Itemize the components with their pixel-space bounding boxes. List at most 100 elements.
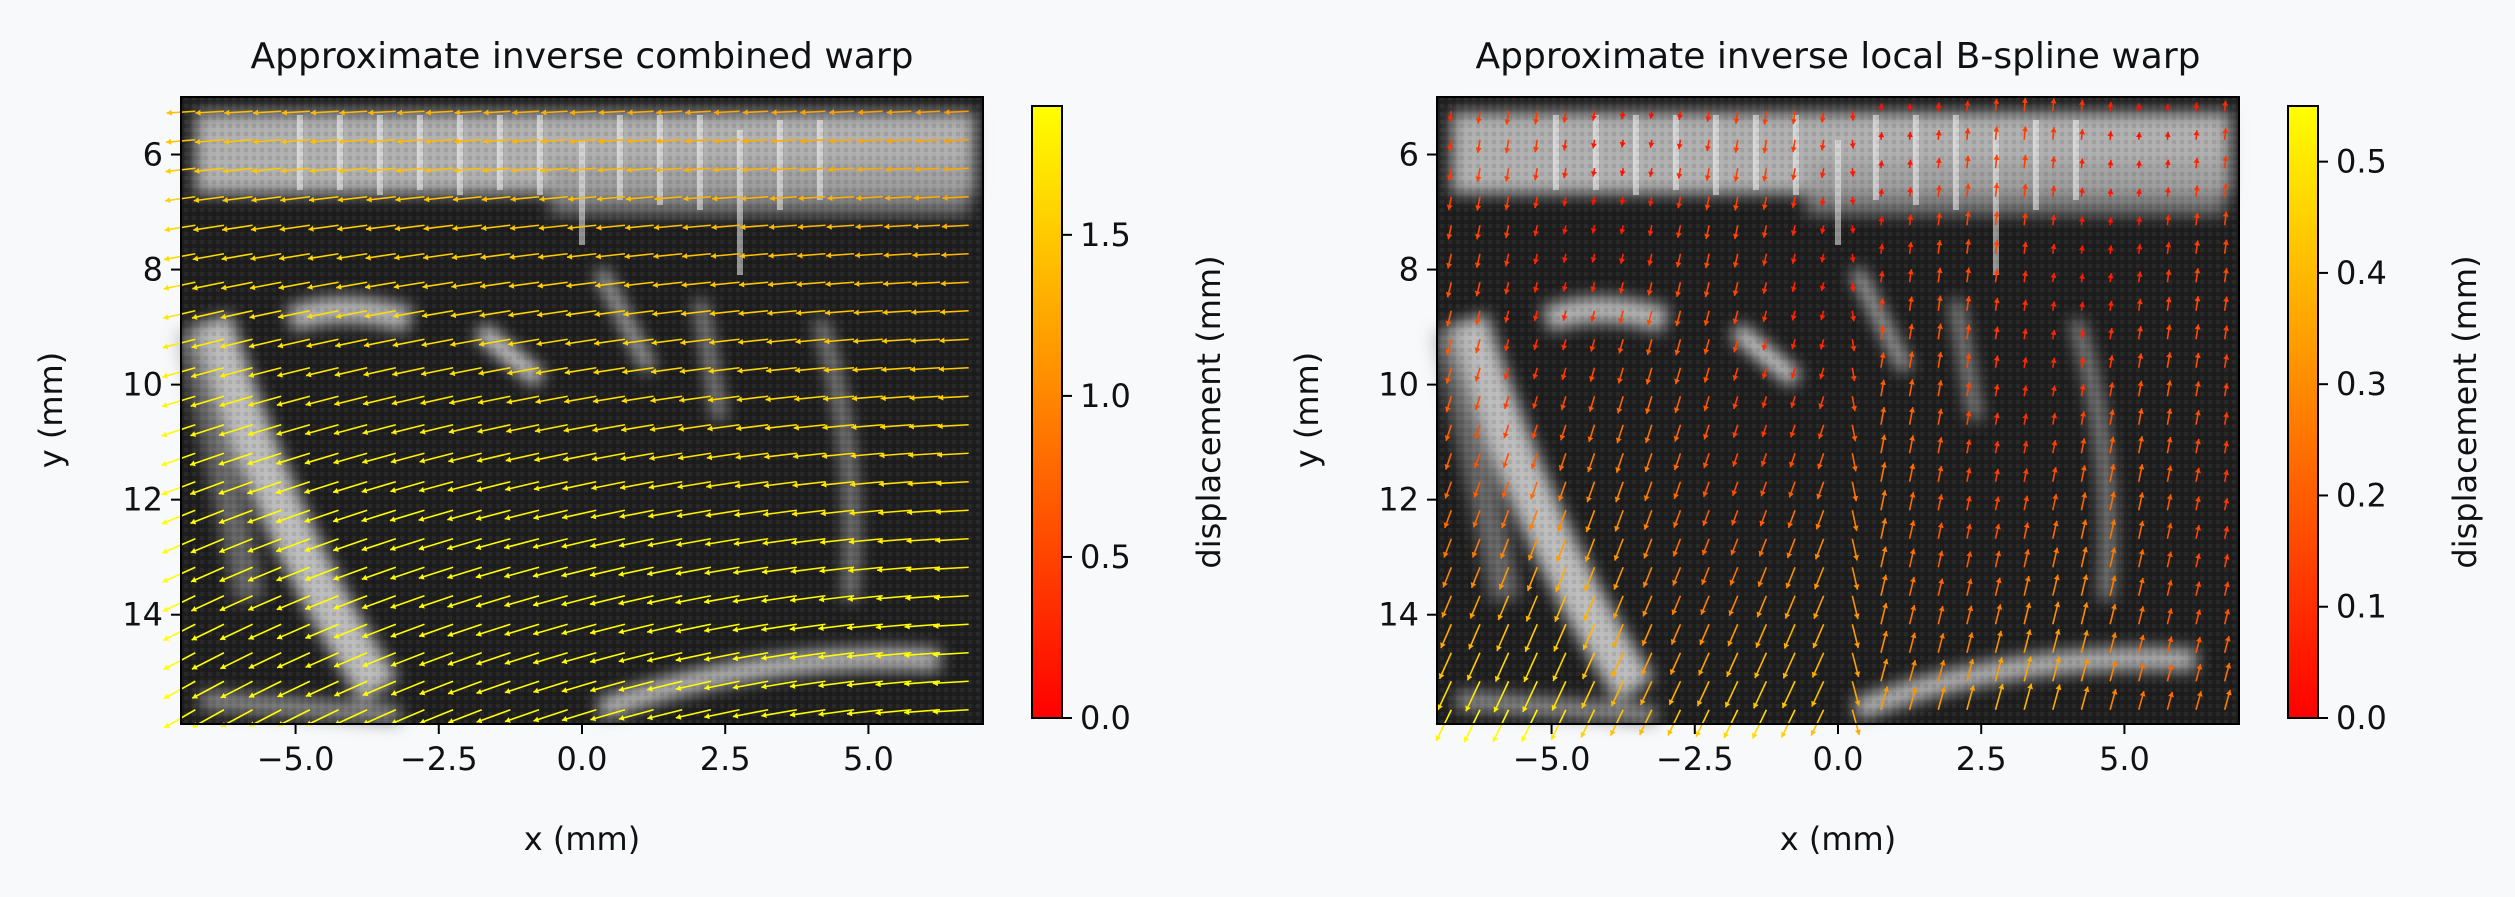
quiver-arrowhead (1667, 729, 1673, 736)
quiver-arrow (761, 566, 797, 574)
quiver-arrowhead (792, 482, 798, 488)
quiver-arrowhead (366, 225, 372, 232)
quiver-arrowhead (423, 225, 429, 232)
quiver-arrowhead (449, 399, 455, 406)
quiver-arrowhead (1523, 676, 1529, 682)
quiver-arrowhead (1503, 345, 1510, 352)
quiver-arrowhead (796, 281, 802, 288)
quiver-arrowhead (161, 489, 168, 496)
quiver-arrowhead (2022, 357, 2029, 363)
quiver-arrow (677, 452, 712, 460)
quiver-arrowhead (305, 400, 312, 407)
quiver-arrow (476, 480, 511, 491)
quiver-arrowhead (332, 517, 339, 523)
quiver-arrowhead (1818, 373, 1825, 380)
quiver-arrowhead (422, 283, 428, 290)
quiver-arrow (535, 395, 568, 404)
quiver-arrowhead (1646, 319, 1653, 326)
quiver-arrowhead (448, 457, 454, 464)
quiver-arrowhead (1447, 145, 1454, 152)
quiver-arrowhead (193, 197, 200, 204)
quiver-arrow (449, 395, 482, 404)
quiver-arrow (334, 709, 368, 726)
quiver-arrow (333, 623, 368, 639)
quiver-arrowhead (2139, 634, 2146, 641)
quiver-arrowhead (162, 606, 169, 612)
quiver-arrowhead (165, 168, 171, 174)
quiver-arrow (790, 566, 826, 573)
quiver-arrowhead (1967, 632, 1974, 638)
quiver-arrowhead (218, 518, 225, 525)
quiver-arrowhead (2193, 212, 2200, 219)
quiver-arrowhead (2194, 324, 2201, 330)
quiver-arrowhead (1533, 118, 1540, 125)
quiver-arrowhead (561, 571, 567, 578)
quiver-arrowhead (853, 309, 859, 316)
quiver-arrowhead (1965, 324, 1972, 331)
quiver-arrowhead (1935, 130, 1942, 136)
quiver-arrow (304, 595, 339, 610)
quiver-arrowhead (1443, 522, 1450, 528)
quiver-arrow (192, 281, 225, 290)
quiver-arrow (618, 680, 654, 692)
quiver-arrowhead (304, 546, 311, 553)
quiver-arrowhead (569, 109, 576, 116)
quiver-arrowhead (1613, 583, 1619, 590)
quiver-arrow (276, 423, 311, 436)
quiver-arrowhead (390, 632, 397, 638)
quiver-arrowhead (594, 340, 600, 346)
quiver-arrow (190, 395, 225, 407)
quiver-arrowhead (1503, 374, 1510, 380)
quiver-arrowhead (1531, 432, 1538, 439)
quiver-arrowhead (477, 398, 484, 405)
quiver-arrow (618, 566, 654, 576)
quiver-arrowhead (908, 423, 914, 430)
quiver-arrowhead (1561, 117, 1568, 123)
quiver-arrowhead (2050, 156, 2057, 162)
quiver-arrowhead (424, 196, 430, 203)
quiver-arrow (761, 623, 797, 631)
quiver-arrowhead (909, 394, 915, 401)
quiver-arrowhead (362, 661, 369, 668)
quiver-arrowhead (2222, 268, 2229, 274)
quiver-arrowhead (1757, 581, 1764, 587)
quiver-arrowhead (1733, 176, 1740, 182)
quiver-arrow (363, 366, 396, 376)
quiver-arrowhead (763, 482, 770, 489)
quiver-arrow (761, 680, 797, 689)
quiver-arrowhead (161, 431, 168, 438)
quiver-arrow (336, 252, 368, 260)
quiver-arrowhead (1445, 320, 1452, 327)
quiver-arrowhead (684, 138, 690, 145)
quiver-arrow (307, 252, 339, 260)
quiver-arrowhead (391, 399, 398, 406)
quiver-arrow (248, 680, 282, 699)
quiver-arrowhead (1533, 202, 1539, 209)
colorbar-tick-label: 0.4 (2336, 254, 2387, 292)
quiver-arrowhead (1645, 349, 1652, 355)
quiver-arrow (846, 623, 883, 629)
quiver-arrowhead (653, 253, 659, 260)
quiver-arrow (480, 252, 511, 259)
quiver-arrowhead (1851, 405, 1858, 412)
quiver-arrowhead (504, 659, 511, 666)
quiver-arrowhead (2167, 580, 2173, 586)
quiver-arrowhead (1906, 159, 1913, 165)
quiver-arrowhead (1818, 403, 1825, 409)
quiver-arrowhead (339, 109, 345, 116)
quiver-arrowhead (276, 604, 283, 611)
quiver-arrow (737, 366, 769, 373)
quiver-arrowhead (2194, 381, 2201, 387)
quiver-arrowhead (679, 396, 685, 403)
quiver-arrow (705, 537, 740, 546)
quiver-arrowhead (590, 513, 597, 520)
quiver-arrowhead (1504, 119, 1511, 125)
quiver-arrow (761, 651, 797, 660)
quiver-arrowhead (2165, 269, 2172, 275)
quiver-arrowhead (2051, 467, 2058, 473)
quiver-arrowhead (1532, 344, 1539, 350)
quiver-arrowhead (278, 284, 285, 291)
quiver-arrow (675, 594, 712, 604)
quiver-arrowhead (504, 630, 511, 637)
quiver-arrow (761, 708, 797, 717)
